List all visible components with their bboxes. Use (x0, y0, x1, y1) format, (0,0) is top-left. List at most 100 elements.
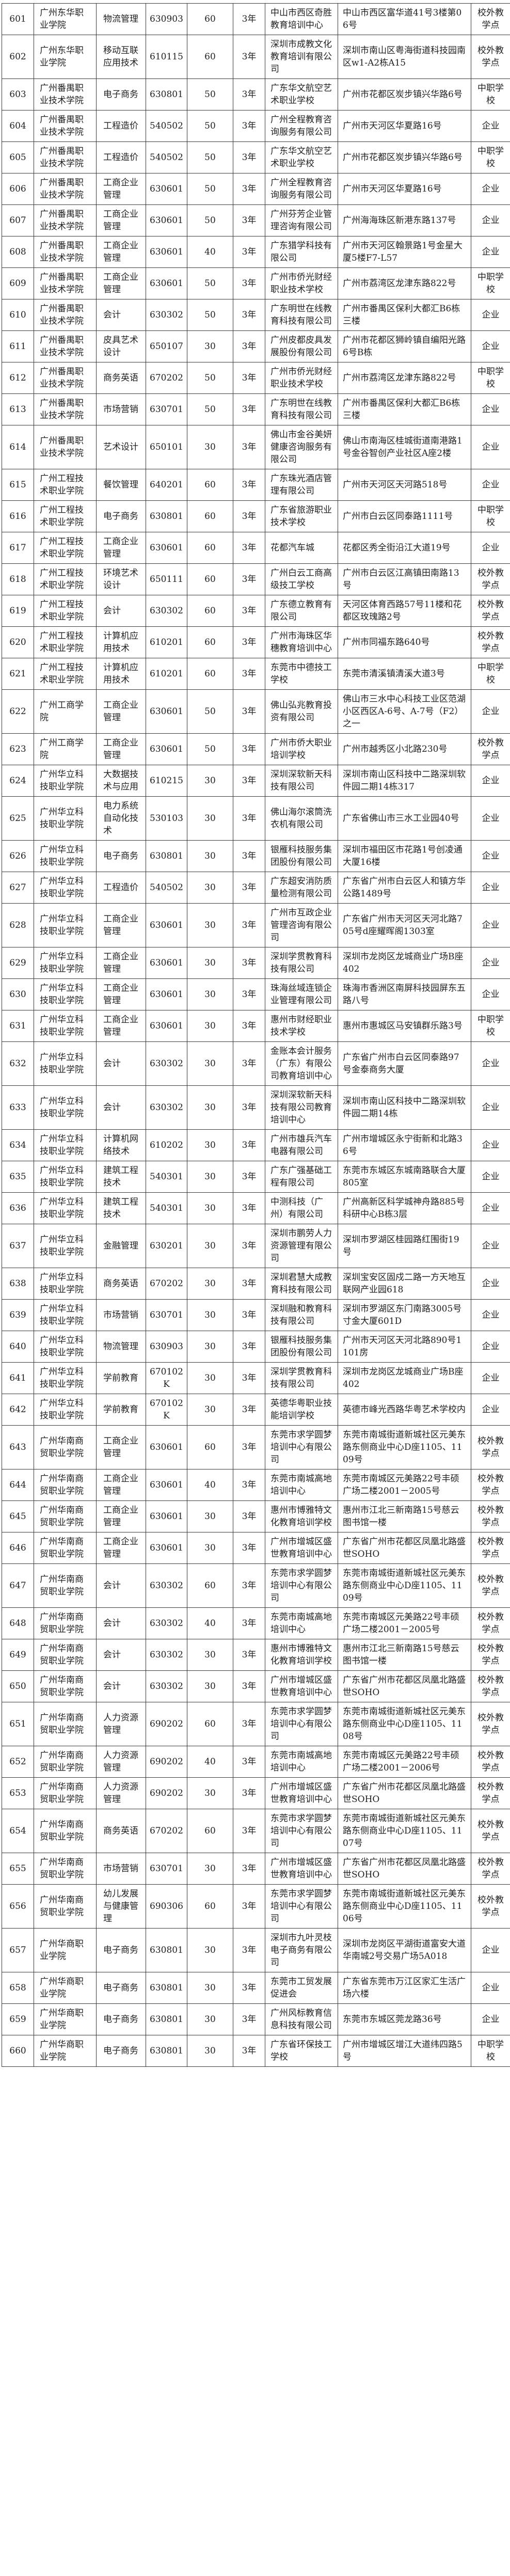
cell-college-name: 广州东华职业学院 (34, 3, 97, 35)
cell-row-number: 618 (2, 563, 34, 595)
table-row: 632 广州华立科技职业学院 会计 630302 30 3年 金账本会计服务（广东）有限公司… (2, 1041, 510, 1086)
cell-major-name: 皮具艺术设计 (96, 330, 146, 362)
cell-row-number: 626 (2, 840, 34, 872)
cell-enrollment-quota: 50 (187, 204, 233, 236)
cell-teaching-site-name: 广东珠光酒店管理有限公司 (265, 469, 338, 501)
cell-enrollment-quota: 30 (187, 1268, 233, 1300)
cell-row-number: 645 (2, 1500, 34, 1532)
cell-teaching-site-name: 中山市西区奇胜教育培训中心 (265, 3, 338, 35)
table-row: 617 广州工程技术职业学院 工商企业管理 630601 60 3年 花都汽车城 花都区秀全街… (2, 532, 510, 564)
cell-teaching-site-name: 银雁科技服务集团股份有限公司 (265, 840, 338, 872)
cell-site-type: 校外教学点 (471, 1425, 510, 1469)
cell-site-type: 中职学校 (471, 267, 510, 299)
cell-teaching-site-address: 东莞市南城街道新城社区元美东路东侧商业中心D座1105、1109号 (338, 1425, 471, 1469)
cell-teaching-site-name: 广州市增城区盛世教育培训中心 (265, 1853, 338, 1885)
cell-college-name: 广州番禺职业技术学院 (34, 173, 97, 205)
cell-major-code: 630601 (146, 267, 187, 299)
cell-major-name: 工商企业管理 (96, 1425, 146, 1469)
cell-study-duration: 3年 (233, 765, 265, 797)
cell-study-duration: 3年 (233, 2003, 265, 2035)
cell-teaching-site-address: 深圳市南山区科技中二路深圳软件园二期14栋 (338, 1085, 471, 1130)
cell-site-type: 企业 (471, 1394, 510, 1426)
cell-enrollment-quota: 50 (187, 141, 233, 173)
cell-enrollment-quota: 60 (187, 1563, 233, 1608)
cell-teaching-site-address: 惠州市惠城区马安镇群乐路3号 (338, 1010, 471, 1042)
cell-row-number: 612 (2, 362, 34, 394)
table-row: 620 广州工程技术职业学院 计算机应用技术 610201 60 3年 广州市海珠区华穗教育… (2, 626, 510, 658)
cell-college-name: 广州华南商贸职业学院 (34, 1532, 97, 1564)
cell-site-type: 企业 (471, 330, 510, 362)
cell-major-code: 690202 (146, 1777, 187, 1809)
cell-teaching-site-address: 广州市荔湾区龙津东路822号 (338, 362, 471, 394)
cell-major-name: 工商企业管理 (96, 532, 146, 564)
table-row: 606 广州番禺职业技术学院 工商企业管理 630601 50 3年 广州全程教育咨询服务有… (2, 173, 510, 205)
cell-row-number: 613 (2, 393, 34, 425)
cell-enrollment-quota: 60 (187, 626, 233, 658)
cell-teaching-site-name: 东莞市南城高地培训中心 (265, 1746, 338, 1778)
cell-row-number: 608 (2, 236, 34, 268)
cell-study-duration: 3年 (233, 1041, 265, 1086)
cell-enrollment-quota: 30 (187, 903, 233, 947)
cell-major-name: 幼儿发展与健康管理 (96, 1884, 146, 1929)
table-row: 626 广州华立科技职业学院 电子商务 630801 30 3年 银雁科技服务集团股份有限公… (2, 840, 510, 872)
cell-study-duration: 3年 (233, 362, 265, 394)
table-row: 613 广州番禺职业技术学院 市场营销 630701 50 3年 广东明世在线教育科技有限公… (2, 393, 510, 425)
cell-teaching-site-name: 中测科技（广州）有限公司 (265, 1192, 338, 1224)
cell-row-number: 607 (2, 204, 34, 236)
cell-study-duration: 3年 (233, 204, 265, 236)
cell-row-number: 648 (2, 1607, 34, 1639)
cell-row-number: 602 (2, 35, 34, 79)
cell-row-number: 633 (2, 1085, 34, 1130)
cell-row-number: 610 (2, 299, 34, 331)
cell-teaching-site-name: 深圳深软新天科技有限公司 (265, 765, 338, 797)
table-row: 608 广州番禺职业技术学院 工商企业管理 630601 40 3年 广东猎学科技有限公司广… (2, 236, 510, 268)
cell-teaching-site-address: 广州市番禺区保利大都汇B6栋三楼 (338, 299, 471, 331)
cell-site-type: 企业 (471, 2003, 510, 2035)
cell-major-code: 630601 (146, 1425, 187, 1469)
cell-site-type: 企业 (471, 765, 510, 797)
table-row: 603 广州番禺职业技术学院 电子商务 630801 50 3年 广东华文航空艺术职业学校广… (2, 78, 510, 110)
cell-row-number: 636 (2, 1192, 34, 1224)
cell-major-code: 670202 (146, 1809, 187, 1853)
table-row: 627 广州华立科技职业学院 工程造价 540502 30 3年 广东超安消防质量检测有限公… (2, 872, 510, 904)
cell-major-code: 630601 (146, 947, 187, 979)
cell-teaching-site-address: 广州市白云区江高镇田南路13号 (338, 563, 471, 595)
cell-study-duration: 3年 (233, 78, 265, 110)
cell-major-code: 630801 (146, 1972, 187, 2004)
cell-site-type: 校外教学点 (471, 1469, 510, 1501)
cell-college-name: 广州华立科技职业学院 (34, 1192, 97, 1224)
cell-college-name: 广州华立科技职业学院 (34, 1394, 97, 1426)
table-row: 615 广州工程技术职业学院 餐饮管理 640201 60 3年 广东珠光酒店管理有限公司广… (2, 469, 510, 501)
cell-enrollment-quota: 50 (187, 393, 233, 425)
cell-teaching-site-name: 广东超安消防质量检测有限公司 (265, 872, 338, 904)
cell-study-duration: 3年 (233, 1331, 265, 1363)
cell-major-code: 630601 (146, 204, 187, 236)
cell-enrollment-quota: 30 (187, 330, 233, 362)
cell-major-code: 540301 (146, 1192, 187, 1224)
cell-study-duration: 3年 (233, 500, 265, 532)
cell-major-code: 630801 (146, 500, 187, 532)
cell-major-code: 630601 (146, 903, 187, 947)
cell-teaching-site-name: 广州全程教育咨询服务有限公司 (265, 110, 338, 142)
cell-major-name: 会计 (96, 1670, 146, 1702)
cell-major-name: 学前教育 (96, 1362, 146, 1394)
table-row: 655 广州华南商贸职业学院 市场营销 630701 30 3年 广州市增城区盛世教育培训中… (2, 1853, 510, 1885)
cell-row-number: 643 (2, 1425, 34, 1469)
table-row: 645 广州华南商贸职业学院 工商企业管理 630601 30 3年 惠州市博雅特文化教育培… (2, 1500, 510, 1532)
cell-teaching-site-name: 深圳融和教育科技有限公司 (265, 1299, 338, 1331)
table-row: 628 广州华立科技职业学院 工商企业管理 630601 30 3年 广州市互政企业管理咨询… (2, 903, 510, 947)
cell-teaching-site-name: 广东明世在线教育科技有限公司 (265, 393, 338, 425)
cell-enrollment-quota: 30 (187, 1853, 233, 1885)
cell-major-name: 电子商务 (96, 500, 146, 532)
cell-study-duration: 3年 (233, 141, 265, 173)
cell-enrollment-quota: 30 (187, 1972, 233, 2004)
cell-enrollment-quota: 30 (187, 872, 233, 904)
table-row: 659 广州华商职业学院 电子商务 630801 30 3年 广州风标教育信息科技有限公司东… (2, 2003, 510, 2035)
cell-row-number: 650 (2, 1670, 34, 1702)
cell-teaching-site-name: 深圳学贯教育科技有限公司 (265, 1362, 338, 1394)
cell-college-name: 广州华立科技职业学院 (34, 903, 97, 947)
table-row: 635 广州华立科技职业学院 建筑工程技术 540301 30 3年 广东广强基础工程有限公… (2, 1161, 510, 1193)
cell-teaching-site-name: 广州市增城区盛世教育培训中心 (265, 1777, 338, 1809)
cell-major-name: 电子商务 (96, 1928, 146, 1972)
table-row: 621 广州工程技术职业学院 计算机应用技术 610201 60 3年 东莞市中德技工学校东… (2, 658, 510, 690)
